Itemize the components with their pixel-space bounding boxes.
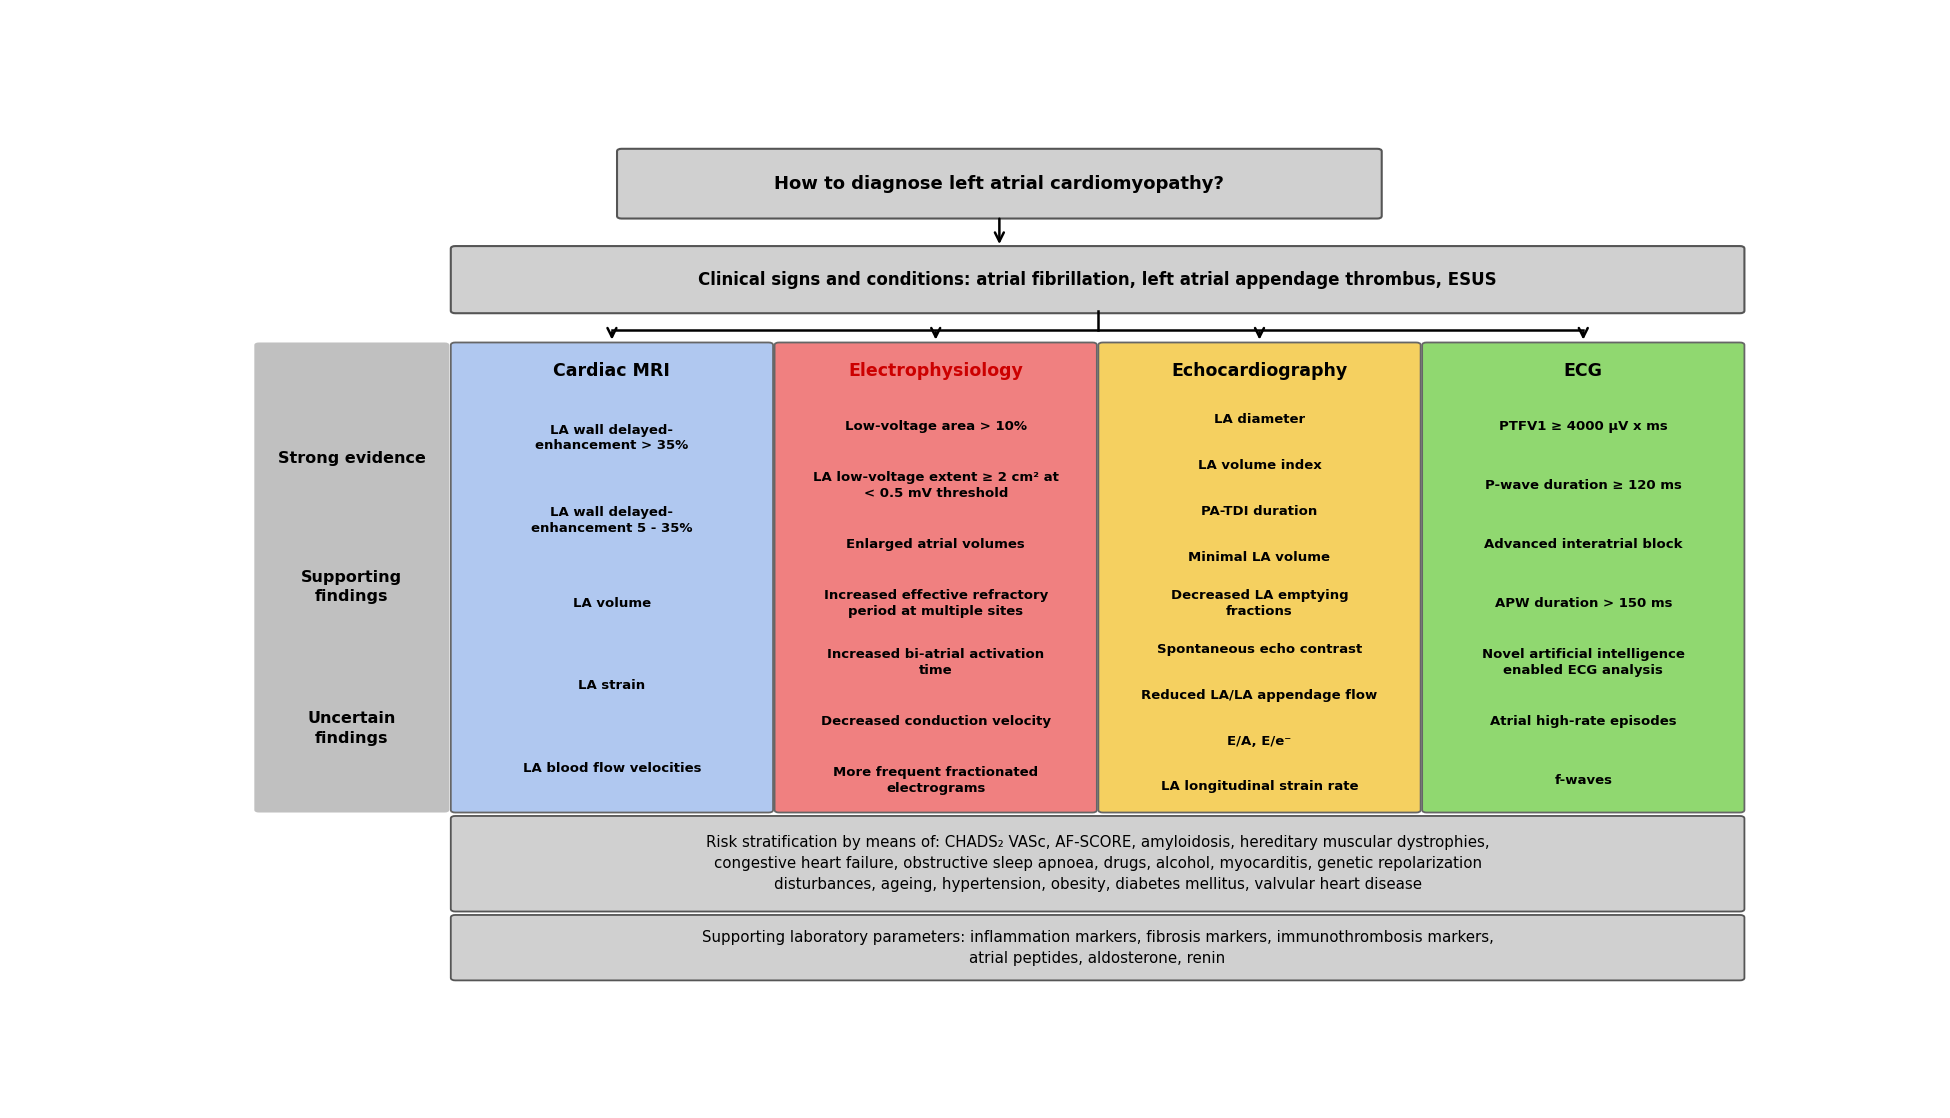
Text: LA wall delayed-
enhancement 5 - 35%: LA wall delayed- enhancement 5 - 35% [530, 506, 692, 534]
Text: f-waves: f-waves [1554, 774, 1613, 787]
Text: Minimal LA volume: Minimal LA volume [1188, 551, 1330, 563]
Text: Uncertain
findings: Uncertain findings [308, 711, 396, 746]
FancyBboxPatch shape [450, 915, 1745, 980]
Text: Electrophysiology: Electrophysiology [848, 362, 1024, 380]
Text: ECG: ECG [1564, 362, 1603, 380]
Text: How to diagnose left atrial cardiomyopathy?: How to diagnose left atrial cardiomyopat… [774, 174, 1225, 192]
Text: Decreased conduction velocity: Decreased conduction velocity [821, 714, 1051, 728]
Text: LA strain: LA strain [579, 680, 645, 692]
Text: PA-TDI duration: PA-TDI duration [1201, 505, 1318, 518]
Text: Low-voltage area > 10%: Low-voltage area > 10% [844, 419, 1028, 433]
Text: Supporting
findings: Supporting findings [300, 570, 402, 604]
Text: LA diameter: LA diameter [1215, 414, 1305, 426]
FancyBboxPatch shape [616, 149, 1383, 218]
Text: LA volume index: LA volume index [1197, 459, 1322, 472]
Text: Decreased LA emptying
fractions: Decreased LA emptying fractions [1170, 589, 1347, 617]
FancyBboxPatch shape [450, 816, 1745, 911]
FancyBboxPatch shape [774, 342, 1096, 813]
Text: Atrial high-rate episodes: Atrial high-rate episodes [1490, 714, 1677, 728]
Text: Supporting laboratory parameters: inflammation markers, fibrosis markers, immuno: Supporting laboratory parameters: inflam… [702, 930, 1494, 966]
Text: E/A, E/e⁻: E/A, E/e⁻ [1227, 735, 1291, 748]
Text: Clinical signs and conditions: atrial fibrillation, left atrial appendage thromb: Clinical signs and conditions: atrial fi… [698, 271, 1498, 288]
Text: Enlarged atrial volumes: Enlarged atrial volumes [846, 538, 1026, 551]
FancyBboxPatch shape [450, 246, 1745, 313]
FancyBboxPatch shape [1422, 342, 1745, 813]
Text: Increased effective refractory
period at multiple sites: Increased effective refractory period at… [823, 589, 1047, 617]
FancyBboxPatch shape [254, 342, 448, 813]
FancyBboxPatch shape [450, 342, 772, 813]
Text: LA longitudinal strain rate: LA longitudinal strain rate [1160, 780, 1359, 794]
Text: Risk stratification by means of: CHADS₂ VASc, AF-SCORE, amyloidosis, hereditary : Risk stratification by means of: CHADS₂ … [706, 835, 1490, 892]
Text: P-wave duration ≥ 120 ms: P-wave duration ≥ 120 ms [1484, 479, 1681, 492]
Text: Spontaneous echo contrast: Spontaneous echo contrast [1156, 643, 1363, 656]
Text: PTFV1 ≥ 4000 μV x ms: PTFV1 ≥ 4000 μV x ms [1500, 419, 1667, 433]
Text: More frequent fractionated
electrograms: More frequent fractionated electrograms [833, 766, 1037, 795]
Text: Reduced LA/LA appendage flow: Reduced LA/LA appendage flow [1141, 689, 1377, 702]
Text: Cardiac MRI: Cardiac MRI [554, 362, 671, 380]
Text: Advanced interatrial block: Advanced interatrial block [1484, 538, 1683, 551]
Text: APW duration > 150 ms: APW duration > 150 ms [1494, 597, 1671, 609]
FancyBboxPatch shape [1098, 342, 1422, 813]
Text: LA volume: LA volume [573, 597, 651, 609]
Text: LA low-voltage extent ≥ 2 cm² at
< 0.5 mV threshold: LA low-voltage extent ≥ 2 cm² at < 0.5 m… [813, 471, 1059, 500]
Text: Novel artificial intelligence
enabled ECG analysis: Novel artificial intelligence enabled EC… [1482, 648, 1685, 676]
Text: LA blood flow velocities: LA blood flow velocities [523, 762, 702, 775]
Text: Echocardiography: Echocardiography [1172, 362, 1347, 380]
Text: Increased bi-atrial activation
time: Increased bi-atrial activation time [827, 648, 1045, 676]
Text: LA wall delayed-
enhancement > 35%: LA wall delayed- enhancement > 35% [536, 424, 688, 453]
Text: Strong evidence: Strong evidence [277, 452, 425, 466]
